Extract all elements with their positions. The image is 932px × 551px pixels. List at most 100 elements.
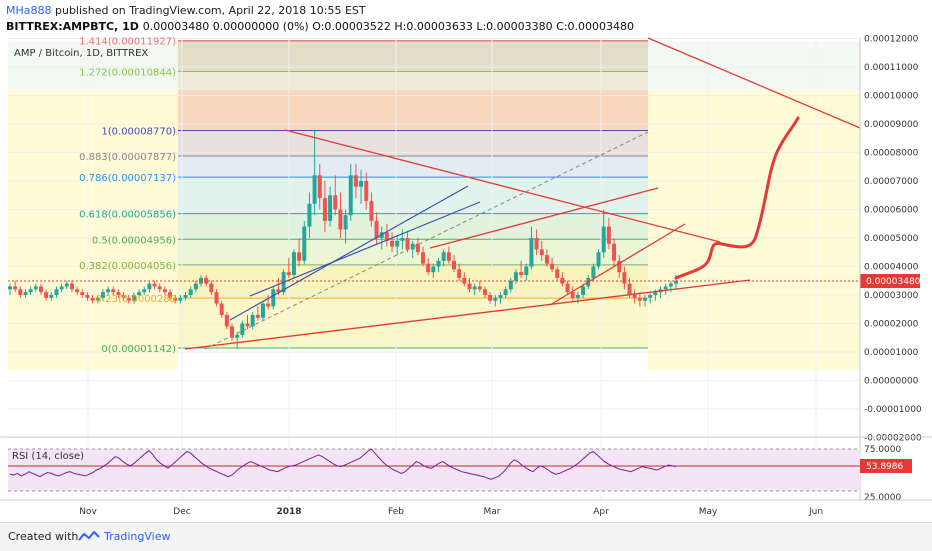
fib-label-8: 0.23(0.0000289 bbox=[96, 294, 176, 305]
y-tick-4: 0.00008000 bbox=[864, 149, 919, 159]
rsi-tick-25: 25.0000 bbox=[864, 493, 901, 503]
candle-body bbox=[596, 252, 601, 267]
chart-canvas[interactable]: 0.00003480 AMP / Bitcoin, 1D, BITTREX 1.… bbox=[0, 0, 932, 522]
candle-body bbox=[286, 272, 291, 276]
candle-body bbox=[446, 252, 451, 261]
candle-body bbox=[390, 240, 395, 247]
fib-label-1: 1.272(0.00010844) bbox=[79, 67, 176, 78]
rsi-title: RSI (14, close) bbox=[12, 451, 84, 462]
candle-body bbox=[643, 297, 648, 301]
candle-body bbox=[415, 243, 420, 253]
candle-body bbox=[524, 266, 529, 276]
trendline-long bbox=[647, 37, 861, 129]
x-tick-3: Feb bbox=[388, 507, 404, 517]
candle-body bbox=[291, 252, 296, 276]
publisher-link[interactable]: MHa888 bbox=[6, 4, 52, 17]
candle-body bbox=[622, 272, 627, 284]
candle-body bbox=[637, 297, 642, 301]
candle-body bbox=[555, 269, 560, 278]
publish-info: published on TradingView.com, April 22, … bbox=[55, 4, 366, 17]
trendline-blue-1 bbox=[229, 185, 469, 321]
candle-body bbox=[632, 295, 637, 298]
candle-body bbox=[400, 238, 405, 241]
candle-body bbox=[395, 240, 400, 247]
candle-body bbox=[441, 252, 446, 261]
candle-body bbox=[28, 289, 33, 293]
candle-body bbox=[260, 303, 265, 318]
last-price-tag bbox=[860, 274, 920, 288]
tradingview-link[interactable]: TradingView bbox=[104, 530, 171, 543]
y-tick-5: 0.00007000 bbox=[864, 177, 919, 187]
candle-body bbox=[426, 263, 431, 273]
candle-body bbox=[513, 272, 518, 281]
candle-body bbox=[359, 181, 364, 187]
candle-body bbox=[64, 283, 69, 287]
candle-body bbox=[627, 283, 632, 295]
candle-body bbox=[230, 326, 234, 338]
candle-body bbox=[54, 289, 59, 295]
candle-body bbox=[111, 289, 116, 293]
candle-body bbox=[276, 289, 281, 293]
candle-body bbox=[18, 289, 23, 295]
candle-body bbox=[384, 232, 389, 241]
candle-body bbox=[193, 283, 198, 290]
candle-body bbox=[302, 226, 307, 261]
candle-body bbox=[204, 277, 209, 284]
candle-body bbox=[168, 292, 173, 298]
y-tick-1: 0.00011000 bbox=[864, 63, 919, 73]
candle-body bbox=[482, 289, 487, 295]
candle-body bbox=[95, 297, 100, 301]
candle-body bbox=[131, 295, 136, 301]
candle-body bbox=[575, 295, 580, 298]
y-tick-2: 0.00010000 bbox=[864, 92, 919, 102]
trendline-blue-2 bbox=[249, 201, 481, 297]
candle-body bbox=[570, 292, 575, 298]
candle-body bbox=[157, 286, 162, 290]
candle-body bbox=[245, 323, 250, 327]
fib-label-3: 0.883(0.00007877) bbox=[79, 152, 176, 163]
candle-body bbox=[410, 243, 415, 250]
footer: Created with TradingView bbox=[0, 522, 932, 551]
publish-header: MHa888 published on TradingView.com, Apr… bbox=[6, 4, 366, 17]
candle-body bbox=[467, 283, 472, 290]
candle-body bbox=[271, 289, 276, 307]
y-tick-9: 0.00003000 bbox=[864, 291, 919, 301]
y-tick-0: 0.00012000 bbox=[864, 35, 919, 45]
candle-body bbox=[472, 286, 477, 290]
candle-body bbox=[162, 289, 167, 293]
candle-body bbox=[519, 272, 524, 276]
trend-lines bbox=[184, 37, 861, 350]
candle-body bbox=[8, 286, 12, 290]
x-tick-6: May bbox=[699, 507, 718, 517]
candle-body bbox=[617, 260, 622, 273]
candle-body bbox=[591, 266, 596, 278]
candle-body bbox=[317, 175, 322, 199]
candle-body bbox=[49, 295, 54, 298]
rsi-value: 53.8986 bbox=[866, 462, 903, 472]
candle-body bbox=[374, 220, 379, 238]
y-tick-12: 0.00000000 bbox=[864, 377, 919, 387]
fib-band-5 bbox=[178, 213, 648, 240]
candle-body bbox=[503, 289, 508, 295]
candle-body bbox=[152, 283, 157, 287]
candle-body bbox=[653, 292, 658, 295]
candle-body bbox=[493, 297, 498, 301]
tradingview-logo-icon bbox=[78, 531, 100, 541]
candle-body bbox=[59, 286, 64, 290]
candle-body bbox=[188, 289, 193, 295]
candle-body bbox=[477, 286, 482, 290]
candle-body bbox=[116, 292, 121, 295]
fib-diagonal bbox=[204, 131, 649, 350]
fib-label-0: 1.414(0.00011927) bbox=[79, 37, 176, 48]
candle-body bbox=[44, 292, 49, 298]
x-tick-1: Dec bbox=[173, 507, 190, 517]
y-tick-11: 0.00001000 bbox=[864, 348, 919, 358]
candle-body bbox=[126, 297, 131, 301]
created-with-text: Created with bbox=[8, 530, 79, 543]
y-tick-14: -0.00002000 bbox=[864, 434, 922, 444]
candle-body bbox=[508, 280, 513, 290]
x-tick-7: Jun bbox=[808, 507, 823, 517]
candle-body bbox=[100, 292, 105, 298]
y-tick-3: 0.00009000 bbox=[864, 120, 919, 130]
candle-body bbox=[668, 283, 673, 287]
